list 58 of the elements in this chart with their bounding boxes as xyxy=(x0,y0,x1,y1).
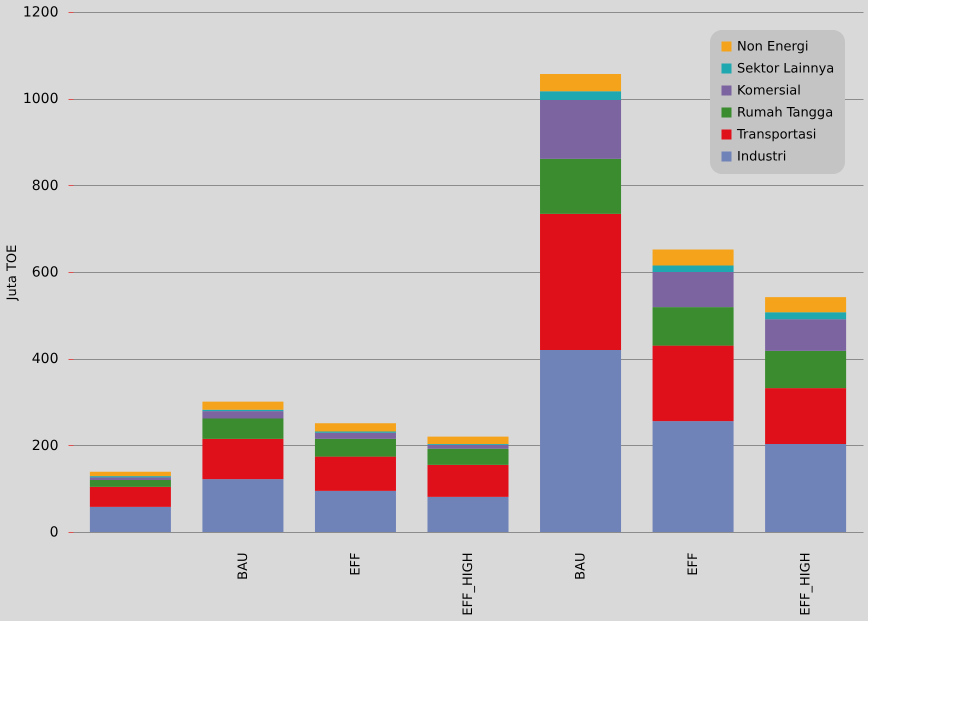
legend-label: Sektor Lainnya xyxy=(737,62,834,76)
x-tick-label: EFF_HIGH xyxy=(461,552,476,616)
bar xyxy=(202,438,284,480)
y-tick-label: 200 xyxy=(32,438,58,454)
bar xyxy=(314,438,396,457)
bar xyxy=(202,479,284,532)
bar xyxy=(765,350,846,388)
legend-label: Non Energi xyxy=(737,40,808,54)
bar xyxy=(90,472,171,476)
bar xyxy=(765,444,846,532)
bar xyxy=(427,464,509,497)
bar xyxy=(427,444,509,449)
bar xyxy=(652,421,734,532)
bar xyxy=(652,272,734,308)
y-tick-label: 400 xyxy=(32,351,58,368)
y-axis-title: Juta TOE xyxy=(4,244,20,302)
bar xyxy=(427,448,509,465)
bar xyxy=(540,158,622,214)
bar xyxy=(427,436,509,444)
bar xyxy=(540,350,622,532)
x-tick-label: BAU xyxy=(574,552,589,580)
bar xyxy=(202,411,284,418)
bar xyxy=(90,486,171,507)
legend-label: Komersial xyxy=(737,84,801,98)
y-tick-label: 0 xyxy=(50,524,58,540)
bar xyxy=(540,74,622,92)
legend-label: Transportasi xyxy=(736,128,816,142)
y-tick-label: 600 xyxy=(32,264,58,280)
bar xyxy=(314,423,396,432)
x-tick-label: EFF xyxy=(348,552,364,576)
bar xyxy=(540,91,622,100)
bar xyxy=(652,266,734,272)
bar xyxy=(202,402,284,410)
bar xyxy=(314,432,396,439)
bar xyxy=(765,297,846,312)
y-tick-label: 1200 xyxy=(22,4,58,20)
bar xyxy=(540,100,622,159)
bar xyxy=(765,388,846,444)
y-tick-label: 1000 xyxy=(22,91,58,108)
bar xyxy=(652,346,734,422)
bar xyxy=(427,496,509,532)
bar xyxy=(90,477,171,480)
bar xyxy=(314,490,396,532)
bar xyxy=(652,307,734,346)
x-tick-label: EFF_HIGH xyxy=(798,552,814,616)
bar xyxy=(314,456,396,491)
bar xyxy=(202,418,284,439)
x-tick-label: EFF xyxy=(686,552,702,576)
bar xyxy=(90,506,171,532)
legend-label: Industri xyxy=(737,150,786,164)
y-tick-label: 800 xyxy=(32,178,58,194)
bar xyxy=(652,249,734,266)
bar xyxy=(765,312,846,320)
legend-label: Rumah Tangga xyxy=(737,106,834,120)
bar xyxy=(765,319,846,351)
x-tick-label: BAU xyxy=(236,552,251,580)
bar xyxy=(90,480,171,487)
bar xyxy=(540,214,622,350)
